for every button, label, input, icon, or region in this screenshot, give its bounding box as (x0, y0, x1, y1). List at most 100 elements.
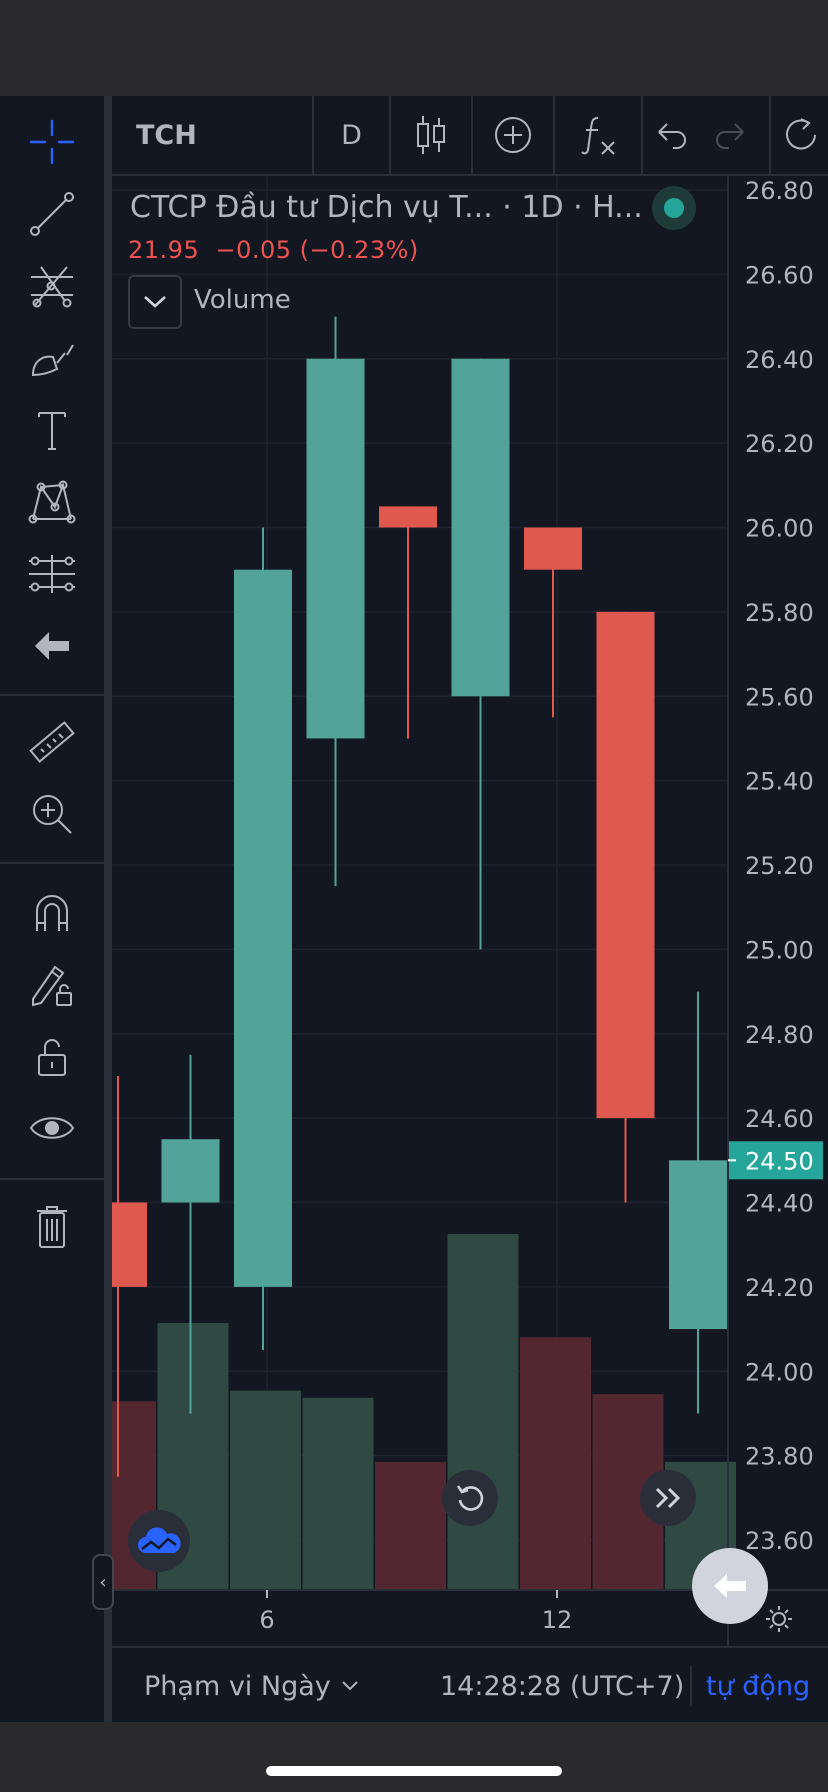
bottom-divider (690, 1666, 692, 1706)
text-icon[interactable] (22, 402, 82, 458)
price-tick-label: 25.60 (745, 683, 814, 711)
collapse-indicators-button[interactable] (128, 275, 182, 329)
lock-drawing-icon[interactable] (22, 956, 82, 1012)
bottom-bar: Phạm vi Ngày 14:28:28 (UTC+7) tự động (112, 1646, 828, 1724)
reload-icon[interactable] (771, 96, 828, 174)
volume-bar (302, 1397, 374, 1590)
candle-body[interactable] (379, 506, 437, 528)
indicators-fx-icon[interactable] (555, 96, 641, 174)
fib-retracement-icon[interactable] (22, 258, 82, 314)
candle-body[interactable] (234, 569, 292, 1287)
price-change-percent: (−0.23%) (299, 236, 419, 264)
status-dot (664, 198, 684, 218)
chevron-left-icon: ‹ (99, 1571, 107, 1593)
back-floating-button[interactable] (692, 1548, 768, 1624)
price-tick-label: 24.80 (745, 1021, 814, 1049)
toolbar-divider (553, 96, 555, 174)
chart-type-icon[interactable] (391, 96, 471, 174)
candle-body[interactable] (669, 1160, 727, 1330)
volume-bar (230, 1390, 301, 1590)
price-tick-label: 23.60 (745, 1527, 814, 1555)
price-tick-label: 26.40 (745, 346, 814, 374)
home-indicator-area (0, 1722, 828, 1792)
trash-icon[interactable] (22, 1198, 82, 1254)
price-tick-label: 24.00 (745, 1358, 814, 1386)
candle-body[interactable] (596, 611, 655, 1119)
price-tick-label: 24.60 (745, 1105, 814, 1133)
undo-icon[interactable] (643, 96, 701, 174)
volume-bar (375, 1461, 446, 1590)
scroll-to-realtime-button[interactable] (640, 1470, 696, 1526)
legend-title[interactable]: CTCP Đầu tư Dịch vụ T... · 1D · H... (130, 190, 643, 225)
date-range-label: Phạm vi Ngày (144, 1670, 331, 1702)
redo-icon[interactable] (701, 96, 759, 174)
prediction-icon[interactable] (22, 546, 82, 602)
market-status-icon[interactable] (652, 186, 696, 230)
candle-body[interactable] (306, 358, 365, 739)
candle-body[interactable] (161, 1139, 220, 1203)
chevron-down-icon (342, 1681, 358, 1691)
back-arrow-icon (714, 1574, 746, 1598)
price-tick-label: 25.00 (745, 936, 814, 964)
cloud-chart-icon (138, 1527, 181, 1553)
last-price: 21.95 (128, 236, 200, 264)
volume-indicator-label[interactable]: Volume (194, 285, 291, 315)
symbol-description: CTCP Đầu tư Dịch vụ T... (130, 190, 493, 225)
ruler-icon[interactable] (22, 714, 82, 770)
chevron-down-icon (144, 296, 166, 308)
auto-scale-button[interactable]: tự động (706, 1670, 811, 1702)
price-tick-label: 26.60 (745, 261, 814, 289)
current-time[interactable]: 14:28:28 (UTC+7) (440, 1670, 685, 1702)
unlock-icon[interactable] (22, 1028, 82, 1084)
price-tick-label: 26.00 (745, 515, 814, 543)
last-price-label: 24.50 (745, 1147, 814, 1175)
time-tick-label: 12 (542, 1606, 573, 1634)
candle-body[interactable] (112, 1202, 147, 1287)
price-tick-label: 24.20 (745, 1274, 814, 1302)
pattern-icon[interactable] (22, 474, 82, 530)
crosshair-icon[interactable] (22, 114, 82, 170)
toolbar-divider (471, 96, 473, 174)
cloud-chart-button[interactable] (128, 1510, 190, 1572)
toolbar-divider (769, 96, 771, 174)
price-tick-label: 26.20 (745, 430, 814, 458)
toolbar-divider (0, 1178, 104, 1180)
toolbar-divider (389, 96, 391, 174)
candle-body[interactable] (524, 527, 582, 570)
top-toolbar: TCH D (112, 96, 828, 176)
status-bar (0, 0, 828, 96)
price-change: −0.05 (215, 236, 292, 264)
legend-price: 21.95 −0.05 (−0.23%) (128, 236, 419, 264)
candle-body[interactable] (451, 358, 510, 697)
volume-bar (447, 1234, 519, 1590)
price-tick-label: 25.80 (745, 599, 814, 627)
price-tick-label: 26.80 (745, 177, 814, 205)
reset-icon (456, 1485, 484, 1511)
date-range-button[interactable]: Phạm vi Ngày (144, 1648, 359, 1724)
eye-icon[interactable] (22, 1100, 82, 1156)
add-indicator-icon[interactable] (473, 96, 553, 174)
legend-meta: · 1D · H... (492, 190, 643, 225)
last-price-badge (729, 1141, 823, 1180)
brush-icon[interactable] (22, 330, 82, 386)
price-tick-label: 23.80 (745, 1443, 814, 1471)
toolbar-divider (0, 862, 104, 864)
toolbar-divider (0, 694, 104, 696)
home-indicator[interactable] (266, 1766, 562, 1776)
price-tick-label: 25.20 (745, 852, 814, 880)
magnet-icon[interactable] (22, 884, 82, 940)
drawing-toolbar (0, 96, 104, 1722)
back-arrow-icon[interactable] (22, 618, 82, 674)
trend-line-icon[interactable] (22, 186, 82, 242)
settings-gear-icon[interactable] (760, 1600, 798, 1638)
reset-chart-button[interactable] (442, 1470, 498, 1526)
volume-bar (520, 1337, 591, 1590)
symbol-button[interactable]: TCH (136, 119, 197, 151)
toolbar-divider (312, 96, 314, 174)
price-tick-label: 25.40 (745, 768, 814, 796)
collapse-toolbar-button[interactable]: ‹ (92, 1554, 114, 1610)
interval-button[interactable]: D (341, 119, 362, 151)
zoom-in-icon[interactable] (22, 786, 82, 842)
time-tick-label: 6 (259, 1606, 274, 1634)
